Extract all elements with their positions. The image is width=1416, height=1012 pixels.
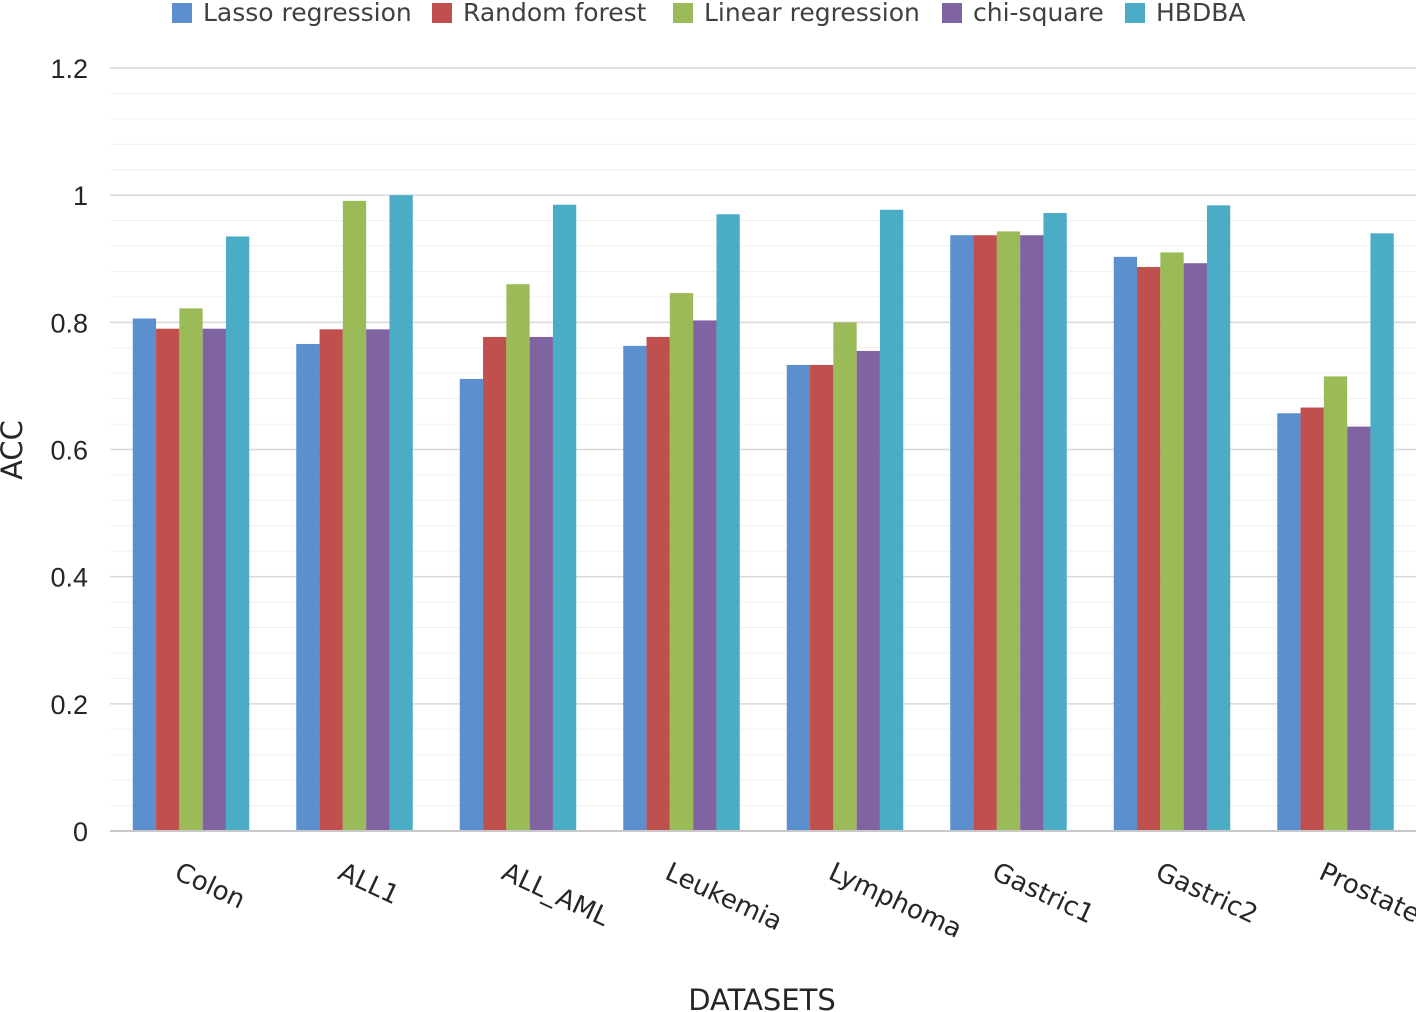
legend-label: Linear regression xyxy=(704,0,920,27)
legend-swatch xyxy=(942,3,962,23)
bar-colon-chi-square xyxy=(202,328,226,831)
bar-gastric1-chi-square xyxy=(1020,235,1044,831)
x-axis-title: DATASETS xyxy=(688,983,836,1012)
bar-gastric2-chi-square xyxy=(1183,263,1207,832)
bar-all1-chi-square xyxy=(366,329,390,831)
legend-label: Random forest xyxy=(463,0,647,27)
bar-gastric1-hbdba xyxy=(1043,212,1067,832)
legend-label: Lasso regression xyxy=(203,0,412,27)
x-category-label: ALL1 xyxy=(334,857,404,911)
legend-swatch xyxy=(1125,3,1145,23)
bar-colon-linear-regression xyxy=(179,308,203,832)
legend-swatch xyxy=(432,3,452,23)
bar-gastric2-linear-regression xyxy=(1160,252,1184,831)
bar-all-aml-lasso-regression xyxy=(459,378,484,831)
bar-prostate-hbdba xyxy=(1370,233,1394,832)
bar-prostate-chi-square xyxy=(1347,426,1371,831)
x-category-label: Gastric1 xyxy=(988,857,1099,930)
bars xyxy=(132,195,1394,832)
bar-all-aml-linear-regression xyxy=(506,284,530,831)
x-axis-category-labels: Colon ALL1 ALL_AML Leukemia Lymphoma Gastric1… xyxy=(170,857,1416,945)
bar-all1-linear-regression xyxy=(342,200,367,831)
legend-label: HBDBA xyxy=(1156,0,1245,27)
bar-prostate-random-forest xyxy=(1300,407,1324,831)
bar-all-aml-hbdba xyxy=(552,204,577,831)
legend-swatch xyxy=(673,3,693,23)
legend: Lasso regression Random forest Linear regr… xyxy=(172,0,1245,27)
x-category-label: Lymphoma xyxy=(824,857,966,945)
bar-lymphoma-chi-square xyxy=(856,350,880,831)
bar-gastric1-lasso-regression xyxy=(950,235,974,831)
bar-leukemia-hbdba xyxy=(716,214,740,831)
bar-lymphoma-linear-regression xyxy=(833,322,857,831)
bar-gastric2-hbdba xyxy=(1206,205,1231,832)
x-category-label: Gastric2 xyxy=(1151,857,1262,930)
bar-colon-lasso-regression xyxy=(132,318,157,832)
y-axis-ticks: 0 0.2 0.4 0.6 0.8 1 1.2 xyxy=(50,54,88,847)
bar-gastric1-random-forest xyxy=(973,235,997,831)
bar-all-aml-chi-square xyxy=(529,336,553,831)
y-tick-label: 0.2 xyxy=(50,690,88,720)
bar-all1-random-forest xyxy=(319,329,343,831)
y-tick-label: 0.4 xyxy=(50,563,88,593)
y-tick-label: 0.6 xyxy=(50,436,88,466)
y-tick-label: 0 xyxy=(73,817,88,847)
bar-gastric1-linear-regression xyxy=(996,231,1021,831)
y-tick-label: 1.2 xyxy=(50,54,88,84)
bar-colon-hbdba xyxy=(225,236,250,831)
y-tick-label: 1 xyxy=(73,181,88,211)
x-category-label: Prostate xyxy=(1315,857,1416,929)
bar-prostate-linear-regression xyxy=(1323,376,1348,831)
bar-all-aml-random-forest xyxy=(483,336,507,831)
bar-all1-lasso-regression xyxy=(296,343,320,831)
bar-leukemia-linear-regression xyxy=(669,293,694,832)
bar-colon-random-forest xyxy=(156,328,180,831)
bar-all1-hbdba xyxy=(389,195,413,831)
bar-lymphoma-lasso-regression xyxy=(786,364,811,831)
bar-prostate-lasso-regression xyxy=(1277,413,1301,831)
legend-label: chi-square xyxy=(973,0,1104,27)
bar-lymphoma-random-forest xyxy=(810,364,834,831)
bar-lymphoma-hbdba xyxy=(879,209,904,831)
legend-swatch xyxy=(172,3,192,23)
x-category-label: ALL_AML xyxy=(497,857,614,933)
bar-leukemia-random-forest xyxy=(646,336,670,831)
y-axis-title: ACC xyxy=(0,420,29,480)
bar-gastric2-lasso-regression xyxy=(1113,256,1138,831)
x-category-label: Leukemia xyxy=(661,857,787,937)
bar-gastric2-random-forest xyxy=(1137,267,1161,831)
y-tick-label: 0.8 xyxy=(50,308,88,338)
x-category-label: Colon xyxy=(170,857,249,915)
bar-leukemia-lasso-regression xyxy=(623,345,647,831)
bar-leukemia-chi-square xyxy=(693,320,717,831)
